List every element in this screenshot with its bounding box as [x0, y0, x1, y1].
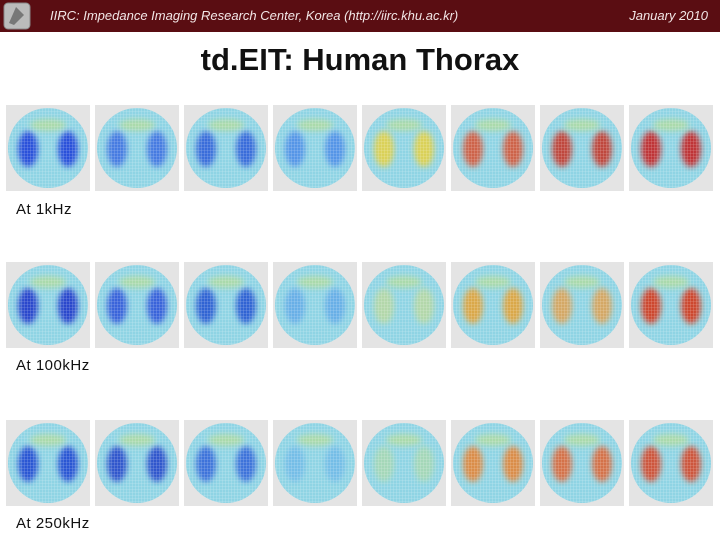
mesh — [8, 108, 88, 188]
eit-image — [95, 105, 179, 191]
image-strip — [6, 262, 713, 348]
eit-image — [451, 262, 535, 348]
mesh — [364, 423, 444, 503]
eit-image — [540, 420, 624, 506]
row-label: At 250kHz — [16, 515, 90, 532]
mesh — [631, 423, 711, 503]
mesh — [453, 423, 533, 503]
mesh — [364, 108, 444, 188]
eit-image — [629, 262, 713, 348]
eit-image — [273, 420, 357, 506]
slide-title: td.EIT: Human Thorax — [200, 42, 520, 77]
mesh — [186, 265, 266, 345]
eit-image — [273, 262, 357, 348]
mesh — [275, 108, 355, 188]
mesh — [631, 265, 711, 345]
mesh — [542, 423, 622, 503]
mesh — [186, 423, 266, 503]
eit-image — [451, 420, 535, 506]
eit-image — [540, 105, 624, 191]
eit-image — [184, 262, 268, 348]
logo — [3, 2, 31, 30]
eit-image — [362, 420, 446, 506]
mesh — [8, 265, 88, 345]
eit-image — [184, 420, 268, 506]
eit-image — [184, 105, 268, 191]
eit-image — [6, 262, 90, 348]
header-bar: IIRC: Impedance Imaging Research Center,… — [0, 0, 720, 32]
eit-image — [273, 105, 357, 191]
eit-image — [362, 105, 446, 191]
row-label: At 100kHz — [16, 357, 90, 374]
mesh — [364, 265, 444, 345]
eit-image — [362, 262, 446, 348]
mesh — [631, 108, 711, 188]
mesh — [97, 423, 177, 503]
eit-image — [629, 105, 713, 191]
image-strip — [6, 105, 713, 191]
mesh — [275, 423, 355, 503]
mesh — [275, 265, 355, 345]
mesh — [186, 108, 266, 188]
mesh — [97, 265, 177, 345]
eit-image — [540, 262, 624, 348]
mesh — [453, 265, 533, 345]
eit-image — [95, 262, 179, 348]
header-left: IIRC: Impedance Imaging Research Center,… — [50, 8, 459, 23]
eit-image — [6, 420, 90, 506]
mesh — [453, 108, 533, 188]
image-strip — [6, 420, 713, 506]
row-label: At 1kHz — [16, 201, 73, 218]
mesh — [97, 108, 177, 188]
mesh — [8, 423, 88, 503]
mesh — [542, 108, 622, 188]
eit-image — [451, 105, 535, 191]
eit-image — [629, 420, 713, 506]
header-date: January 2010 — [629, 8, 708, 23]
mesh — [542, 265, 622, 345]
eit-image — [6, 105, 90, 191]
eit-image — [95, 420, 179, 506]
